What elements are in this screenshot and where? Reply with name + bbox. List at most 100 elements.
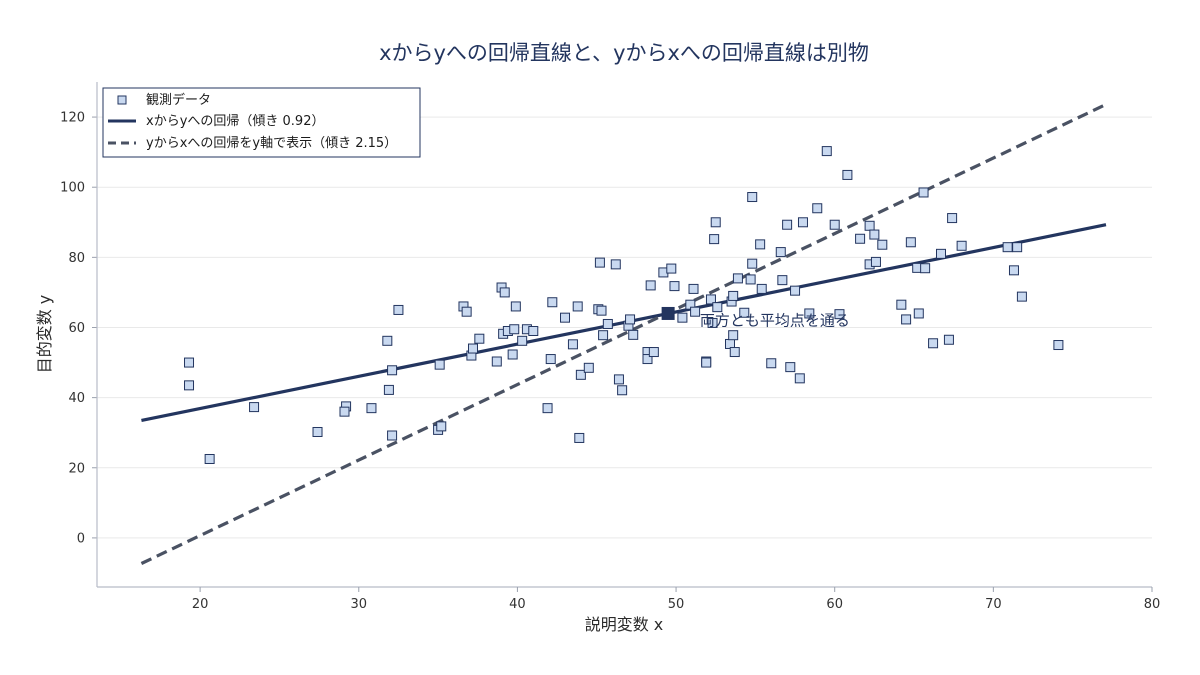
data-point — [249, 402, 260, 413]
data-point — [648, 347, 659, 358]
data-point — [491, 356, 502, 367]
data-point — [821, 146, 832, 157]
data-point — [677, 312, 688, 323]
data-point — [575, 369, 586, 380]
data-point — [775, 247, 786, 258]
legend-label-line-yx: yからxへの回帰をy軸で表示（傾き 2.15） — [146, 135, 397, 151]
data-point — [669, 281, 680, 292]
data-point — [583, 362, 594, 373]
data-point — [729, 347, 740, 358]
chart-title: xからyへの回帰直線と、yからxへの回帰直線は別物 — [379, 41, 869, 65]
scatter-points — [184, 146, 1064, 464]
data-point — [366, 403, 377, 414]
data-point — [756, 283, 767, 294]
x-tick-label: 40 — [509, 597, 526, 612]
data-point — [387, 365, 398, 376]
data-point — [785, 362, 796, 373]
data-point — [690, 306, 701, 317]
data-point — [434, 359, 445, 370]
y-tick-label: 120 — [60, 111, 85, 126]
data-point — [602, 318, 613, 329]
data-point — [545, 354, 556, 365]
data-point — [709, 234, 720, 245]
data-point — [918, 187, 929, 198]
data-point — [745, 274, 756, 285]
legend-label-scatter: 観測データ — [146, 92, 211, 108]
data-point — [732, 273, 743, 284]
y-tick-label: 60 — [68, 321, 85, 336]
data-point — [387, 430, 398, 441]
data-point — [790, 285, 801, 296]
data-point — [542, 403, 553, 414]
data-point — [755, 239, 766, 250]
data-point — [467, 343, 478, 354]
data-point — [509, 324, 520, 335]
data-point — [936, 248, 946, 259]
data-point — [701, 357, 712, 368]
data-point — [547, 297, 558, 308]
data-point — [572, 301, 583, 312]
data-point — [728, 330, 739, 341]
data-point — [383, 384, 394, 395]
data-point — [747, 258, 758, 269]
data-point — [869, 229, 880, 240]
data-point — [393, 304, 404, 315]
data-point — [829, 219, 840, 230]
data-point — [339, 406, 350, 417]
data-point — [312, 426, 323, 437]
y-tick-label: 100 — [60, 181, 85, 196]
data-point — [184, 357, 195, 368]
x-tick-label: 20 — [192, 597, 209, 612]
data-point — [707, 317, 718, 328]
data-point — [747, 192, 758, 203]
data-point — [797, 217, 808, 228]
data-point — [528, 325, 539, 336]
data-point — [812, 203, 823, 214]
data-point — [688, 283, 699, 294]
x-tick-label: 50 — [668, 597, 685, 612]
y-tick-label: 40 — [68, 391, 85, 406]
data-point — [855, 233, 866, 244]
data-point — [782, 219, 793, 230]
data-point — [864, 220, 875, 231]
x-tick-label: 30 — [350, 597, 367, 612]
x-tick-label: 70 — [985, 597, 1002, 612]
data-point — [766, 358, 777, 369]
data-point — [628, 329, 639, 340]
data-point — [739, 307, 750, 318]
data-point — [507, 349, 518, 360]
data-point — [1012, 242, 1023, 253]
legend-marker-scatter — [117, 95, 127, 105]
data-point — [842, 169, 853, 180]
regression-lines — [140, 102, 1107, 565]
data-point — [666, 263, 677, 274]
data-point — [382, 335, 393, 346]
data-point — [510, 301, 521, 312]
data-point — [204, 453, 215, 464]
data-point — [728, 290, 739, 301]
y-tick-label: 0 — [77, 531, 85, 546]
data-point — [834, 309, 845, 320]
data-point — [877, 239, 888, 250]
data-point — [560, 312, 571, 323]
data-point — [499, 287, 510, 298]
regression-line-yx — [140, 102, 1107, 565]
data-point — [705, 294, 716, 305]
data-point — [594, 257, 605, 268]
data-point — [870, 256, 881, 267]
data-point — [913, 308, 924, 319]
legend-label-line-xy: xからyへの回帰（傾き 0.92） — [146, 113, 324, 129]
data-point — [474, 333, 485, 344]
legend: 観測データ xからyへの回帰（傾き 0.92） yからxへの回帰をy軸で表示（傾… — [102, 87, 421, 158]
data-point — [625, 314, 636, 325]
data-point — [461, 306, 472, 317]
axes: 0 20 40 60 80 100 120 20 30 40 50 60 70 80 — [60, 82, 1160, 612]
data-point — [920, 263, 931, 274]
x-tick-label: 60 — [826, 597, 843, 612]
data-point — [905, 237, 916, 248]
data-point — [901, 314, 912, 325]
data-point — [947, 213, 958, 224]
legend-box — [102, 87, 421, 158]
data-point — [777, 275, 788, 286]
